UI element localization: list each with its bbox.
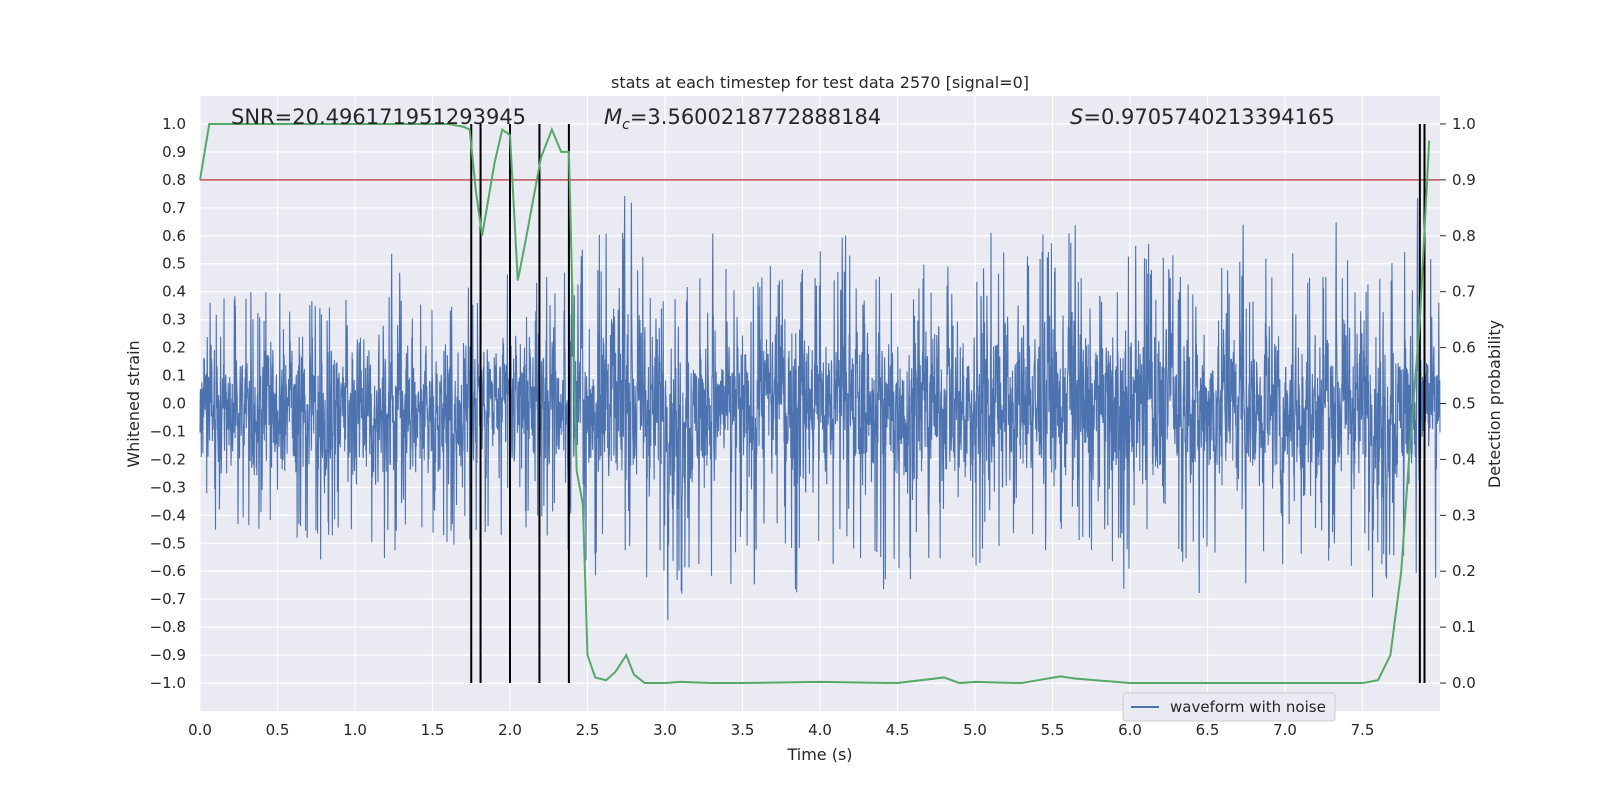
y-left-tick-label: −0.2 — [150, 450, 186, 468]
y-right-tick-label: 0.0 — [1452, 674, 1476, 692]
probability-line — [199, 122, 1431, 685]
chart-title: stats at each timestep for test data 257… — [611, 73, 1029, 92]
s-symbol: S — [1070, 105, 1083, 129]
y-left-axis-ticks: 1.0 0.9 0.8 0.7 0.6 0.5 0.4 0.3 0.2 0.1 0.0 −0.1 −0.… — [150, 115, 186, 692]
legend-label-waveform: waveform with noise — [1170, 698, 1326, 716]
mc-symbol: M — [604, 105, 622, 129]
y-left-tick-label: −0.4 — [150, 506, 186, 524]
y-right-tick-label: 0.5 — [1452, 395, 1476, 413]
x-tick-label: 6.5 — [1196, 721, 1220, 739]
x-tick-label: 7.0 — [1273, 721, 1297, 739]
y-left-tick-label: 0.2 — [162, 339, 186, 357]
y-left-tick-label: 0.8 — [162, 171, 186, 189]
s-annotation: S=0.9705740213394165 — [1070, 105, 1335, 129]
y-left-tick-label: 0.3 — [162, 311, 186, 329]
y-left-tick-label: 1.0 — [162, 115, 186, 133]
y-left-tick-label: 0.0 — [162, 395, 186, 413]
y-left-tick-label: 0.6 — [162, 227, 186, 245]
y-right-tick-label: 0.7 — [1452, 283, 1476, 301]
y-left-tick-label: −0.5 — [150, 534, 186, 552]
y-left-tick-label: 0.9 — [162, 143, 186, 161]
x-tick-label: 0.0 — [188, 721, 212, 739]
y-left-tick-label: 0.5 — [162, 255, 186, 273]
y-left-tick-label: −0.3 — [150, 478, 186, 496]
x-tick-label: 4.0 — [808, 721, 832, 739]
y-left-axis-label: Whitened strain — [124, 340, 143, 467]
x-axis-label: Time (s) — [786, 745, 852, 764]
y-left-tick-label: −0.6 — [150, 562, 186, 580]
x-tick-label: 3.5 — [731, 721, 755, 739]
y-right-tick-label: 0.6 — [1452, 339, 1476, 357]
y-left-tick-label: 0.4 — [162, 283, 186, 301]
y-right-tick-label: 1.0 — [1452, 115, 1476, 133]
x-tick-label: 5.0 — [963, 721, 987, 739]
y-right-tick-label: 0.8 — [1452, 227, 1476, 245]
x-tick-label: 5.5 — [1041, 721, 1065, 739]
y-right-tick-label: 0.2 — [1452, 562, 1476, 580]
x-tick-label: 2.0 — [498, 721, 522, 739]
x-tick-label: 3.0 — [653, 721, 677, 739]
x-tick-label: 1.5 — [421, 721, 445, 739]
y-right-tick-label: 0.9 — [1452, 171, 1476, 189]
probability-series-group — [199, 122, 1431, 685]
y-left-tick-label: 0.7 — [162, 199, 186, 217]
y-right-tick-label: 0.1 — [1452, 618, 1476, 636]
y-left-tick-label: −0.7 — [150, 590, 186, 608]
legend-box — [1122, 692, 1336, 722]
mc-subscript: c — [622, 117, 630, 133]
x-tick-label: 7.5 — [1351, 721, 1375, 739]
x-tick-label: 0.5 — [266, 721, 290, 739]
y-left-tick-label: −0.1 — [150, 422, 186, 440]
y-left-tick-label: −1.0 — [150, 674, 186, 692]
x-tick-label: 1.0 — [343, 721, 367, 739]
x-axis-ticks: 0.0 0.5 1.0 1.5 2.0 2.5 3.0 3.5 4.0 4.5 5.0 5.5 6.0 6… — [188, 721, 1374, 739]
y-left-tick-label: −0.8 — [150, 618, 186, 636]
snr-annotation: SNR=20.496171951293945 — [231, 105, 526, 129]
y-right-axis-label: Detection probability — [1485, 320, 1504, 488]
x-tick-label: 2.5 — [576, 721, 600, 739]
mc-value: =3.5600218772888184 — [630, 105, 881, 129]
s-value: =0.9705740213394165 — [1083, 105, 1334, 129]
waveform-series — [199, 196, 1441, 621]
vertical-lines — [470, 123, 1426, 684]
y-right-tick-label: 0.3 — [1452, 506, 1476, 524]
y-left-tick-label: −0.9 — [150, 646, 186, 664]
y-left-tick-label: 0.1 — [162, 367, 186, 385]
y-right-tick-label: 0.4 — [1452, 450, 1476, 468]
y-right-axis-ticks: 1.0 0.9 0.8 0.7 0.6 0.5 0.4 0.3 0.2 0.1 0.0 — [1440, 115, 1476, 692]
x-tick-label: 6.0 — [1118, 721, 1142, 739]
mc-annotation: Mc=3.5600218772888184 — [604, 105, 881, 133]
x-tick-label: 4.5 — [886, 721, 910, 739]
legend: waveform with noise — [1122, 692, 1336, 722]
waveform-line — [199, 196, 1441, 621]
